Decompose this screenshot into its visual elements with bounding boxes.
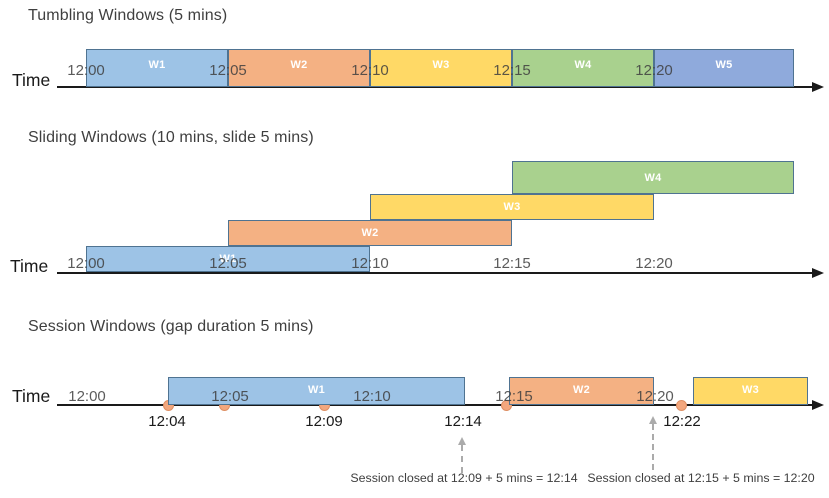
window-bar-session-w3: W3 bbox=[693, 377, 808, 405]
event-time-label: 12:22 bbox=[663, 413, 701, 430]
tick-label: 12:05 bbox=[209, 255, 247, 272]
window-bar-tumbling-w4: W4 bbox=[512, 49, 654, 87]
window-bar-sliding-w2: W2 bbox=[228, 220, 512, 246]
tick-label: 12:10 bbox=[351, 62, 389, 79]
timeline-arrowhead-icon bbox=[812, 400, 824, 410]
window-bar-session-w1: W1 bbox=[168, 377, 465, 405]
tick-label: 12:10 bbox=[351, 255, 389, 272]
window-label: W3 bbox=[432, 59, 450, 71]
window-label: W2 bbox=[290, 59, 308, 71]
window-bar-sliding-w3: W3 bbox=[370, 194, 654, 220]
section-title-tumbling: Tumbling Windows (5 mins) bbox=[28, 7, 228, 24]
timeline bbox=[57, 404, 812, 406]
timeline bbox=[57, 86, 812, 88]
timeline bbox=[57, 272, 812, 274]
tick-label: 12:05 bbox=[209, 62, 247, 79]
window-label: W4 bbox=[644, 171, 662, 184]
annotation-text: Session closed at 12:15 + 5 mins = 12:20 bbox=[587, 471, 815, 485]
event-time-label: 12:14 bbox=[444, 413, 482, 430]
window-bar-sliding-w1: W1 bbox=[86, 246, 370, 272]
annotation-arrow bbox=[652, 424, 654, 470]
tick-label: 12:00 bbox=[68, 388, 106, 405]
annotation-arrow bbox=[461, 445, 463, 473]
timeline-arrowhead-icon bbox=[812, 268, 824, 278]
annotation-text: Session closed at 12:09 + 5 mins = 12:14 bbox=[350, 471, 578, 485]
window-label: W5 bbox=[715, 59, 733, 71]
window-label: W3 bbox=[741, 383, 760, 396]
tick-label: 12:15 bbox=[493, 62, 531, 79]
window-bar-tumbling-w2: W2 bbox=[228, 49, 370, 87]
tick-label: 12:05 bbox=[211, 388, 249, 405]
tick-label: 12:20 bbox=[635, 62, 673, 79]
annotation-arrowhead-icon bbox=[649, 416, 657, 424]
section-title-session: Session Windows (gap duration 5 mins) bbox=[28, 318, 314, 335]
event-dot bbox=[500, 399, 512, 411]
window-bar-tumbling-w3: W3 bbox=[370, 49, 512, 87]
time-axis-label: Time bbox=[12, 70, 51, 90]
window-bar-sliding-w4: W4 bbox=[512, 161, 794, 194]
tick-label: 12:00 bbox=[67, 62, 105, 79]
event-time-label: 12:04 bbox=[148, 413, 186, 430]
window-bar-tumbling-w1: W1 bbox=[86, 49, 228, 87]
window-label: W1 bbox=[219, 253, 237, 265]
window-label: W1 bbox=[307, 383, 326, 396]
window-bar-session-w2: W2 bbox=[509, 377, 654, 405]
time-axis-label: Time bbox=[10, 256, 49, 276]
time-axis-label: Time bbox=[12, 386, 51, 406]
window-label: W2 bbox=[361, 227, 379, 239]
window-label: W1 bbox=[148, 59, 166, 71]
event-time-label: 12:09 bbox=[305, 413, 343, 430]
window-bar-tumbling-w5: W5 bbox=[654, 49, 794, 87]
window-label: W3 bbox=[503, 201, 521, 213]
tick-label: 12:20 bbox=[636, 388, 674, 405]
section-title-sliding: Sliding Windows (10 mins, slide 5 mins) bbox=[28, 129, 314, 146]
timeline-arrowhead-icon bbox=[812, 82, 824, 92]
tick-label: 12:00 bbox=[67, 255, 105, 272]
tick-label: 12:15 bbox=[495, 388, 533, 405]
tick-label: 12:20 bbox=[635, 255, 673, 272]
window-label: W4 bbox=[574, 59, 592, 71]
event-dot bbox=[675, 399, 687, 411]
annotation-arrowhead-icon bbox=[458, 437, 466, 445]
window-label: W2 bbox=[572, 383, 591, 396]
tick-label: 12:10 bbox=[353, 388, 391, 405]
tick-label: 12:15 bbox=[493, 255, 531, 272]
